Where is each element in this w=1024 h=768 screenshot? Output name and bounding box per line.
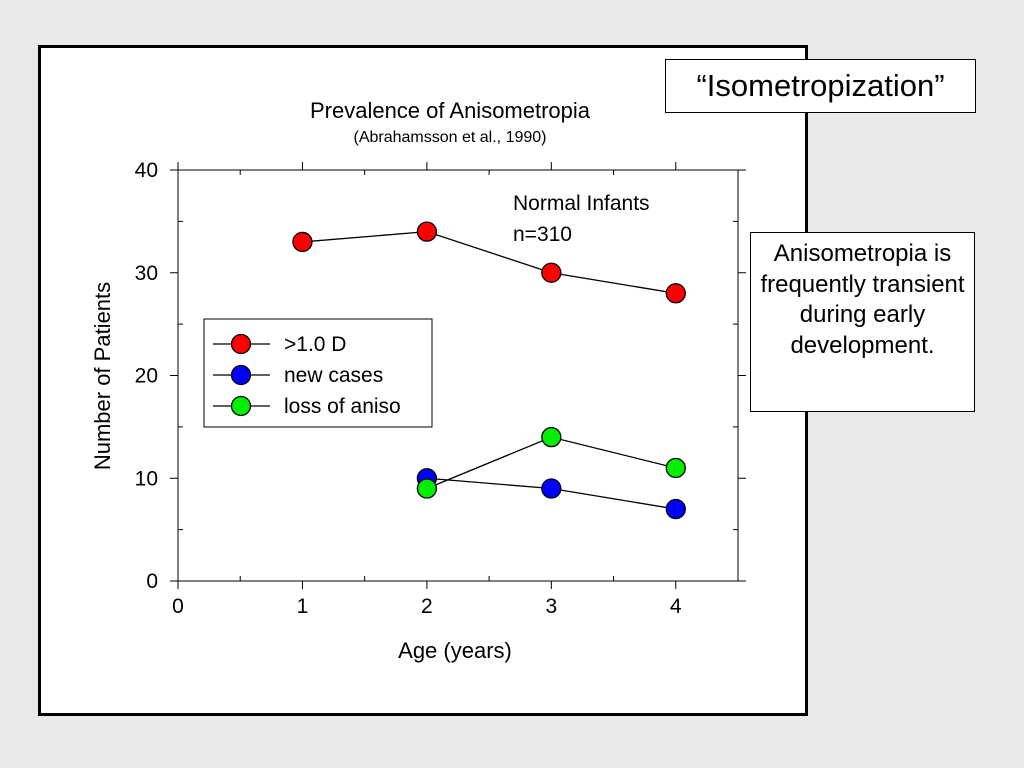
x-tick-label: 0 (172, 595, 184, 618)
x-tick-label: 2 (421, 595, 433, 618)
y-tick-label: 20 (135, 365, 158, 388)
data-point-series-2 (665, 457, 686, 479)
legend-items: >1.0 D new cases loss of aniso (213, 333, 401, 418)
note-box: Anisometropia is frequently transient du… (750, 232, 975, 412)
legend: >1.0 D new cases loss of aniso (203, 318, 433, 428)
series-markers (292, 221, 686, 520)
y-tick-label: 30 (135, 262, 158, 285)
legend-marker-0 (230, 333, 252, 355)
note-text: Anisometropia is frequently transient du… (760, 240, 965, 359)
y-tick-label: 40 (135, 159, 158, 182)
legend-label-1: new cases (284, 364, 383, 387)
data-point-series-0 (416, 221, 438, 242)
x-tick-label: 3 (545, 595, 557, 618)
y-tick-label: 10 (135, 467, 158, 490)
series-line-0 (302, 230, 676, 294)
y-axis-label: Number of Patients (90, 282, 115, 470)
series-layer (292, 221, 686, 520)
chart-title: Prevalence of Anisometropia (310, 98, 591, 123)
x-tick-label: 1 (297, 595, 309, 618)
data-point-series-0 (292, 231, 313, 253)
data-point-series-2 (541, 426, 562, 448)
x-tick-label: 4 (670, 595, 682, 618)
annotation-sample-size: n=310 (513, 223, 572, 246)
data-point-series-1 (541, 478, 562, 499)
annotation-normal-infants: Normal Infants (513, 192, 650, 215)
data-point-series-0 (541, 262, 562, 283)
legend-label-2: loss of aniso (284, 395, 401, 418)
legend-marker-2 (230, 395, 252, 417)
legend-label-0: >1.0 D (284, 333, 346, 356)
data-point-series-0 (665, 283, 686, 304)
chart-subtitle: (Abrahamsson et al., 1990) (354, 129, 547, 146)
legend-marker-1 (230, 364, 252, 386)
axis-ticks (170, 162, 746, 589)
isometropization-title: “Isometropization” (696, 68, 945, 103)
data-point-series-2 (416, 478, 438, 499)
isometropization-title-box: “Isometropization” (665, 59, 976, 113)
data-point-series-1 (665, 498, 686, 520)
y-tick-label: 0 (146, 570, 158, 593)
x-axis-label: Age (years) (398, 638, 512, 663)
